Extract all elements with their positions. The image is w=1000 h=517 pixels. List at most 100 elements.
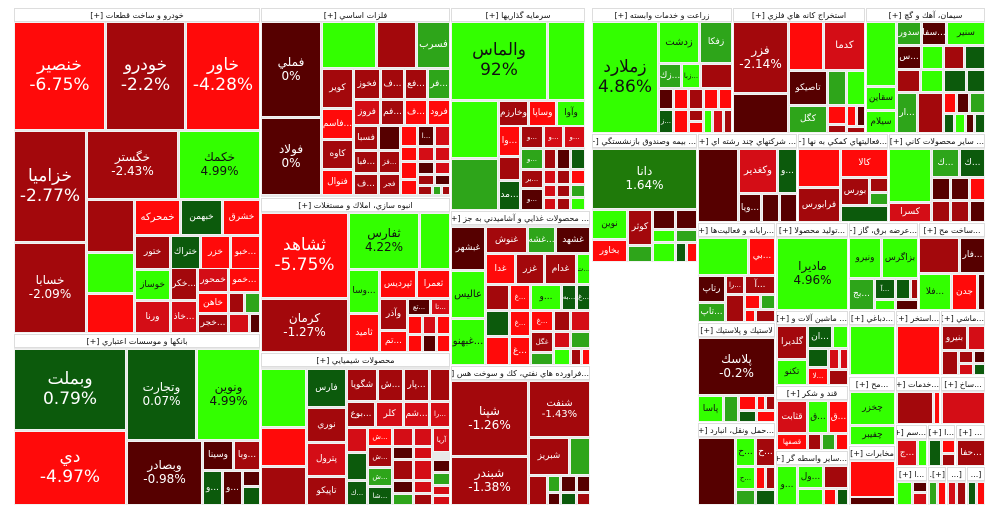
stock-tile[interactable] (414, 428, 432, 446)
stock-tile[interactable] (393, 460, 413, 480)
stock-tile[interactable]: فزر -2.14% (733, 22, 788, 93)
stock-tile[interactable] (965, 46, 985, 69)
stock-tile[interactable] (554, 332, 570, 348)
sector-title-expand[interactable]: ...سم [+] (896, 425, 927, 439)
stock-tile[interactable] (435, 162, 450, 174)
sector-title-expand[interactable]: ...ساخ [+] (941, 377, 985, 391)
stock-tile[interactable]: شبندر -1.38% (451, 457, 528, 505)
stock-tile[interactable] (433, 473, 450, 485)
stock-tile[interactable] (932, 178, 950, 200)
sector-title-expand[interactable]: محصولات شيميايي [+] (261, 353, 450, 367)
stock-tile[interactable]: ...وسا (349, 270, 379, 313)
stock-tile[interactable] (739, 396, 756, 410)
stock-tile[interactable] (414, 460, 432, 480)
stock-tile[interactable]: ...پار (404, 369, 429, 401)
stock-tile[interactable]: ...را (430, 402, 450, 427)
stock-tile[interactable] (687, 243, 697, 262)
sector-title-expand[interactable]: ... محصولات غذايي و آشاميدني به جز [+] (451, 211, 590, 225)
stock-tile[interactable] (841, 206, 888, 222)
stock-tile[interactable]: سنير (947, 22, 985, 45)
stock-tile[interactable]: ...ح (736, 467, 755, 489)
stock-tile[interactable] (557, 170, 570, 184)
stock-tile[interactable] (87, 253, 134, 293)
sector-title-expand[interactable]: ...فعاليتهاي كمكي به نها [+] (798, 134, 888, 148)
stock-tile[interactable] (544, 185, 556, 197)
stock-tile[interactable] (689, 122, 703, 133)
stock-tile[interactable] (87, 200, 134, 252)
stock-tile[interactable] (942, 392, 985, 424)
stock-tile[interactable] (757, 396, 765, 410)
stock-tile[interactable]: ...وبا (234, 441, 260, 470)
stock-tile[interactable] (418, 175, 434, 185)
stock-tile[interactable] (837, 489, 848, 505)
stock-tile[interactable]: ...فم (381, 100, 404, 125)
stock-tile[interactable]: والماس 92% (451, 22, 547, 100)
stock-tile[interactable]: شنفت -1.43% (529, 381, 590, 437)
stock-tile[interactable]: وساپا (529, 101, 556, 126)
stock-tile[interactable]: ...فاسم (322, 109, 353, 139)
stock-tile[interactable]: ...فر (428, 69, 450, 99)
sector-title-expand[interactable]: ...حمل ونقل، انبارد [+] (698, 423, 775, 437)
stock-tile[interactable] (577, 493, 590, 505)
stock-tile[interactable]: غزر (516, 254, 544, 284)
sector-title-expand[interactable]: لاستيك و پلاستيك [+] (698, 323, 775, 337)
stock-tile[interactable]: ...ز (659, 110, 673, 133)
stock-tile[interactable]: ...و (521, 149, 543, 169)
sector-title-expand[interactable]: قند و شكر [+] (776, 386, 848, 400)
stock-tile[interactable]: خوساز (135, 270, 170, 300)
stock-tile[interactable] (653, 210, 675, 229)
sector-title-expand[interactable]: ...ساخت مح [+] (919, 223, 985, 237)
stock-tile[interactable] (486, 311, 509, 336)
stock-tile[interactable]: ...ق (808, 401, 828, 433)
stock-tile[interactable] (847, 71, 865, 105)
stock-tile[interactable] (435, 147, 450, 161)
stock-tile[interactable] (889, 149, 931, 202)
stock-tile[interactable] (433, 186, 441, 195)
stock-tile[interactable]: رتاپ (698, 276, 725, 302)
stock-tile[interactable]: ...غبهنو (451, 319, 485, 365)
stock-tile[interactable]: شبريز (529, 438, 569, 475)
stock-tile[interactable] (486, 337, 509, 365)
stock-tile[interactable]: كوير (322, 69, 353, 108)
stock-tile[interactable] (745, 310, 755, 322)
stock-tile[interactable]: وخارزم (499, 101, 528, 126)
sector-title-expand[interactable]: ...دباغي [+] (849, 311, 895, 325)
stock-tile[interactable]: ...خبو (231, 236, 260, 269)
stock-tile[interactable]: كالا (841, 149, 888, 177)
stock-tile[interactable]: ...آ (745, 276, 775, 294)
stock-tile[interactable]: بنيرو (942, 326, 967, 350)
stock-tile[interactable] (571, 332, 590, 348)
stock-tile[interactable] (957, 93, 969, 113)
stock-tile[interactable] (674, 89, 688, 109)
stock-tile[interactable]: وآوا (557, 101, 585, 126)
stock-tile[interactable]: ...آ (875, 279, 895, 299)
stock-tile[interactable] (698, 438, 735, 505)
stock-tile[interactable]: ...خكر (171, 268, 197, 300)
stock-tile[interactable]: چخزر (850, 392, 895, 425)
stock-tile[interactable] (761, 295, 775, 309)
stock-tile[interactable]: كاوه (322, 140, 353, 169)
stock-tile[interactable] (929, 440, 941, 466)
stock-tile[interactable]: نوري (307, 408, 346, 442)
stock-tile[interactable] (437, 316, 450, 334)
stock-tile[interactable] (828, 106, 846, 124)
stock-tile[interactable]: ونوين 4.99% (197, 349, 260, 440)
stock-tile[interactable] (571, 185, 585, 197)
stock-tile[interactable] (571, 170, 585, 184)
stock-tile[interactable] (435, 175, 450, 185)
stock-tile[interactable] (870, 178, 888, 192)
sector-title-expand[interactable]: سيمان، آهك و گچ [+] (866, 8, 985, 22)
stock-tile[interactable] (433, 496, 450, 505)
stock-tile[interactable]: كرمان -1.27% (261, 299, 348, 352)
stock-tile[interactable] (548, 493, 560, 505)
stock-tile[interactable]: ...ش (378, 369, 403, 401)
stock-tile[interactable]: فنوال (322, 170, 353, 195)
stock-tile[interactable] (437, 335, 450, 352)
stock-tile[interactable] (659, 89, 673, 109)
stock-tile[interactable] (377, 22, 416, 68)
stock-tile[interactable]: آريا (433, 428, 450, 452)
stock-tile[interactable]: وبصادر -0.98% (127, 441, 202, 505)
stock-tile[interactable]: ...فع (405, 69, 427, 99)
stock-tile[interactable]: بخاور (592, 240, 627, 262)
stock-tile[interactable] (789, 22, 823, 70)
